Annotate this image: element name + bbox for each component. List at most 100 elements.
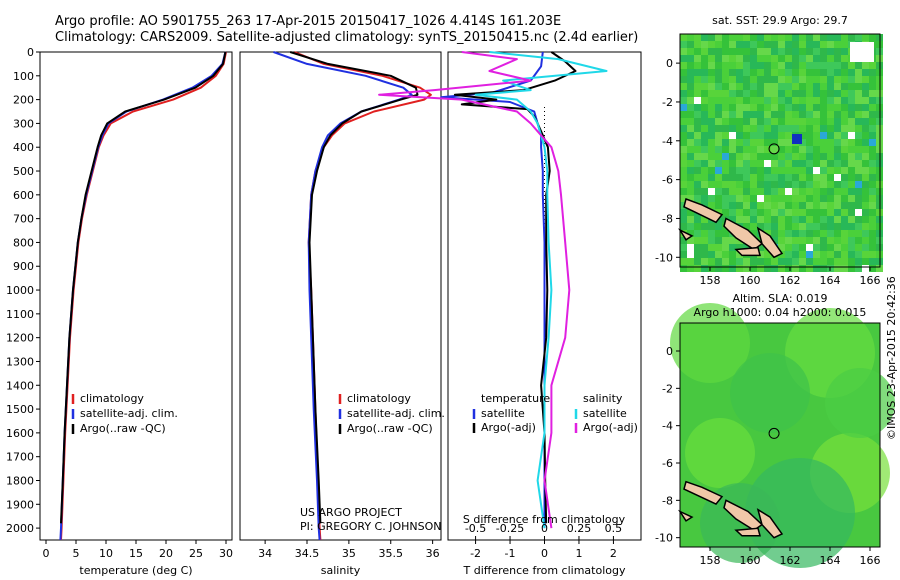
sst-cell — [708, 167, 715, 174]
sst-cell — [834, 258, 841, 265]
sst-cell — [869, 97, 876, 104]
sst-cell — [729, 209, 736, 216]
sst-cell — [722, 62, 729, 69]
sst-cell — [750, 118, 757, 125]
sst-cell — [750, 223, 757, 230]
sst-cell — [778, 118, 785, 125]
sst-cell — [813, 55, 820, 62]
sst-cell — [729, 118, 736, 125]
sst-cell — [841, 265, 848, 272]
sst-cell — [722, 188, 729, 195]
sst-cell — [806, 139, 813, 146]
sst-cell — [701, 223, 708, 230]
sst-cell — [827, 195, 834, 202]
sst-cell — [687, 237, 694, 244]
sst-cell — [855, 258, 862, 265]
sst-cell — [855, 251, 862, 258]
sst-cell — [743, 76, 750, 83]
temperature-xtick-label: 5 — [73, 547, 80, 560]
sst-cell — [757, 202, 764, 209]
sst-cell — [778, 125, 785, 132]
sst-cell — [687, 34, 694, 41]
sst-cell — [855, 216, 862, 223]
sst-cell — [855, 69, 862, 76]
sst-cell — [820, 34, 827, 41]
sst-cell — [869, 118, 876, 125]
sst-cell — [708, 258, 715, 265]
sst-cell — [855, 202, 862, 209]
sst-cell — [680, 90, 687, 97]
sst-cell — [680, 132, 687, 139]
sst-cell — [869, 111, 876, 118]
sst-cell — [764, 41, 771, 48]
sst-cell — [813, 111, 820, 118]
sst-cell — [743, 188, 750, 195]
difference-xtick2-label: -0.25 — [496, 522, 524, 535]
sst-cell — [806, 251, 813, 258]
depth-tick-label: 300 — [13, 117, 34, 130]
sst-cell — [743, 223, 750, 230]
sst-cell — [834, 195, 841, 202]
sst-cell — [799, 237, 806, 244]
sst-cell — [694, 34, 701, 41]
sst-cell — [743, 258, 750, 265]
sst-cell — [834, 132, 841, 139]
temperature-legend-label: Argo(..raw -QC) — [80, 422, 166, 435]
sst-cell — [694, 223, 701, 230]
sst-cell — [687, 265, 694, 272]
sst-cell — [785, 223, 792, 230]
sst-cell — [750, 90, 757, 97]
sst-cell — [743, 48, 750, 55]
sst-cell — [841, 111, 848, 118]
sst-cell — [778, 153, 785, 160]
sst-cell — [694, 195, 701, 202]
difference-legend-label: satellite — [481, 407, 525, 420]
sst-cell — [701, 97, 708, 104]
island-shape — [678, 228, 694, 241]
sst-cell — [778, 244, 785, 251]
sst-cell — [820, 160, 827, 167]
sst-cell — [862, 209, 869, 216]
sst-cell — [757, 62, 764, 69]
difference-xtick2-label: 0 — [541, 522, 548, 535]
sst-cell — [834, 146, 841, 153]
sst-cell — [757, 132, 764, 139]
sst-cell — [806, 97, 813, 104]
sst-cell — [778, 160, 785, 167]
sst-cell — [799, 111, 806, 118]
sst-cell — [862, 251, 869, 258]
difference-legend-label: satellite — [583, 407, 627, 420]
sst-cell — [750, 48, 757, 55]
sst-cell — [701, 174, 708, 181]
sst-cell — [729, 146, 736, 153]
sst-cell — [848, 90, 855, 97]
sst-cell — [855, 118, 862, 125]
sst-cell — [771, 69, 778, 76]
sst-cell — [820, 97, 827, 104]
sst-cell — [757, 104, 764, 111]
sst-cell — [848, 76, 855, 83]
sst-cell — [848, 188, 855, 195]
sst-cell — [701, 104, 708, 111]
sst-cell — [750, 62, 757, 69]
sst-cell — [834, 90, 841, 97]
sst-cell — [757, 48, 764, 55]
sst-cell — [855, 34, 862, 41]
sst-cell — [736, 48, 743, 55]
sst-cell — [841, 69, 848, 76]
sst-cell — [771, 118, 778, 125]
sst-cell — [715, 139, 722, 146]
sst-cell — [813, 174, 820, 181]
sst-cell — [736, 258, 743, 265]
depth-tick-label: 1900 — [6, 498, 34, 511]
sst-cell — [862, 69, 869, 76]
sst-cell — [827, 174, 834, 181]
sst-cell — [827, 118, 834, 125]
sst-cell — [799, 34, 806, 41]
sst_map-ytick-label: -2 — [662, 96, 673, 109]
depth-tick-label: 500 — [13, 165, 34, 178]
sst-cell — [792, 76, 799, 83]
sst-cell — [722, 118, 729, 125]
sst-cell — [680, 188, 687, 195]
difference-xtick-label: 1 — [575, 547, 582, 560]
